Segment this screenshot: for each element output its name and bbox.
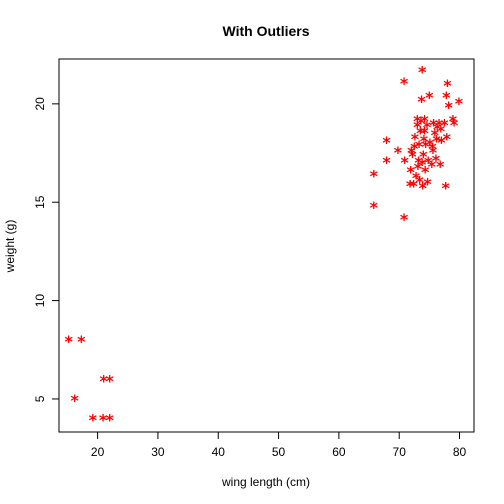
data-point: * — [420, 123, 429, 142]
data-point: * — [455, 94, 464, 113]
x-tick-label: 40 — [212, 445, 226, 459]
x-tick-label: 70 — [393, 445, 407, 459]
y-axis: 5 10 15 20 — [33, 97, 60, 402]
data-point: * — [409, 177, 418, 196]
data-point: * — [426, 135, 435, 154]
data-point: * — [410, 139, 419, 158]
data-point: * — [394, 143, 403, 162]
data-point: * — [440, 116, 449, 135]
plot-frame — [58, 58, 475, 433]
data-point: * — [407, 143, 416, 162]
data-point: * — [435, 116, 444, 135]
y-tick-label: 15 — [33, 195, 47, 209]
data-point: * — [417, 114, 426, 133]
data-point: * — [382, 133, 391, 152]
data-point: * — [421, 163, 430, 182]
y-tick-label: 10 — [33, 294, 47, 308]
data-point: * — [415, 137, 424, 156]
data-point: * — [105, 411, 114, 430]
data-point: * — [417, 92, 426, 111]
data-point: * — [99, 371, 108, 390]
x-tick-label: 30 — [151, 445, 165, 459]
data-point: * — [419, 147, 428, 166]
data-point: * — [413, 117, 422, 136]
data-point: * — [412, 169, 421, 188]
data-point: * — [433, 119, 442, 138]
data-point: * — [99, 411, 108, 430]
data-point: * — [442, 88, 451, 107]
data-point: * — [422, 137, 431, 156]
data-point: * — [443, 76, 452, 95]
data-point: * — [420, 112, 429, 131]
x-axis-label: wing length (cm) — [221, 475, 310, 489]
data-point: * — [400, 153, 409, 172]
data-point: * — [424, 153, 433, 172]
data-point: * — [418, 62, 427, 81]
x-tick-label: 50 — [272, 445, 286, 459]
data-point: * — [420, 131, 429, 150]
data-point: * — [416, 123, 425, 142]
data-point: * — [419, 178, 428, 197]
x-tick-label: 20 — [91, 445, 105, 459]
chart-title: With Outliers — [223, 23, 310, 39]
data-point: * — [428, 139, 437, 158]
data-point: * — [441, 178, 450, 197]
data-point: * — [418, 155, 427, 174]
data-point: * — [432, 151, 441, 170]
data-point: * — [77, 332, 86, 351]
data-point: * — [437, 133, 446, 152]
data-point: * — [429, 116, 438, 135]
data-point: * — [411, 129, 420, 148]
y-tick-label: 20 — [33, 97, 47, 111]
data-points: * *** ************************************… — [64, 62, 463, 429]
data-point: * — [443, 129, 452, 148]
y-axis-label: weight (g) — [3, 220, 17, 274]
data-point: * — [432, 131, 441, 150]
data-point: * — [414, 153, 423, 172]
data-point: * — [450, 116, 459, 135]
data-point: * — [431, 125, 440, 144]
x-tick-label: 80 — [453, 445, 467, 459]
data-point: * — [70, 391, 79, 410]
x-axis: 20 30 40 50 60 70 80 — [91, 431, 467, 459]
data-point: * — [64, 332, 73, 351]
x-tick-label: 60 — [332, 445, 346, 459]
data-point: * — [449, 112, 458, 131]
data-point: * — [425, 88, 434, 107]
data-point: * — [414, 159, 423, 178]
data-point: * — [382, 153, 391, 172]
data-point: * — [406, 177, 415, 196]
data-point: * — [370, 167, 379, 186]
data-point: * — [428, 157, 437, 176]
data-point: * — [105, 371, 114, 390]
data-point: * — [406, 163, 415, 182]
data-point: * — [423, 117, 432, 136]
y-tick-label: 5 — [33, 395, 47, 402]
data-point: * — [444, 98, 453, 117]
data-point: * — [416, 173, 425, 192]
data-point: * — [413, 112, 422, 131]
data-point: * — [437, 121, 446, 140]
data-point: * — [370, 198, 379, 217]
data-point: * — [89, 411, 98, 430]
data-point: * — [423, 175, 432, 194]
data-point: * — [408, 147, 417, 166]
data-point: * — [400, 210, 409, 229]
data-point: * — [436, 157, 445, 176]
data-point: * — [400, 74, 409, 93]
data-point: * — [429, 143, 438, 162]
